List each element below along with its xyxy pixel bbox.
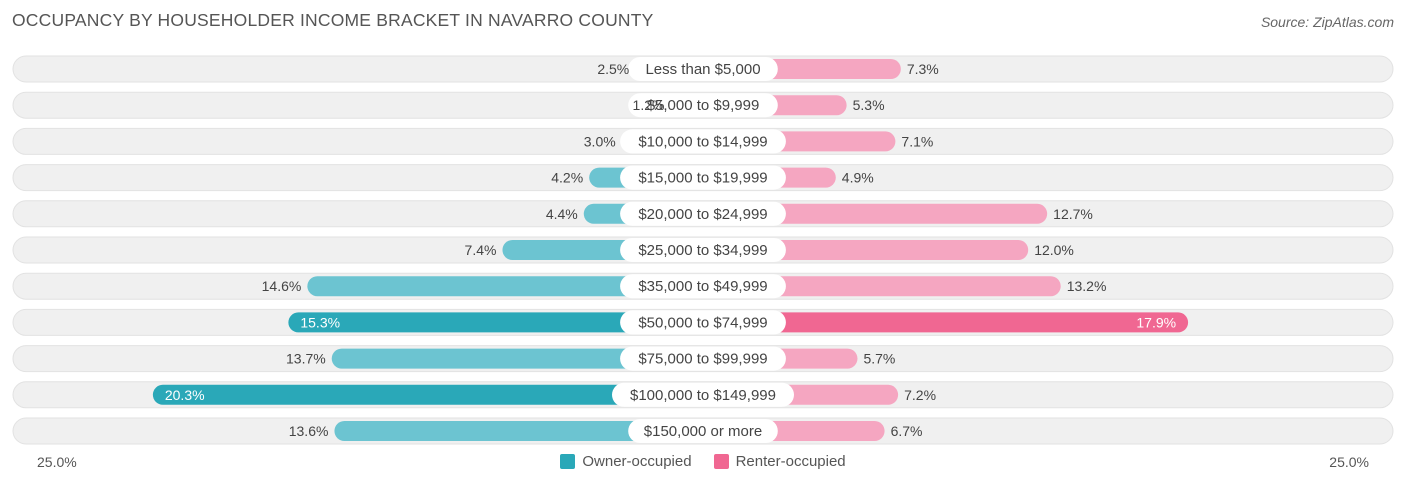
- category-label-pill: [620, 201, 786, 226]
- renter-bar: [693, 276, 1061, 297]
- renter-value-label: 12.7%: [1053, 206, 1093, 222]
- renter-value-label: 5.3%: [853, 97, 885, 113]
- legend: Owner-occupied Renter-occupied: [0, 453, 1406, 470]
- renter-value-label: 12.0%: [1034, 242, 1074, 258]
- category-label: $100,000 to $149,999: [630, 387, 776, 404]
- category-label-pill: [628, 419, 778, 443]
- renter-value-label: 6.7%: [891, 423, 923, 439]
- owner-value-label: 4.4%: [546, 206, 578, 222]
- category-label: $25,000 to $34,999: [638, 242, 767, 259]
- category-label-pill: [620, 274, 786, 299]
- category-label-pill: [612, 382, 794, 407]
- category-label-pill: [628, 57, 778, 81]
- owner-value-label: 7.4%: [465, 242, 497, 258]
- owner-value-label: 13.7%: [286, 351, 326, 367]
- owner-value-label: 13.6%: [289, 423, 329, 439]
- category-label: $35,000 to $49,999: [638, 278, 767, 295]
- renter-value-label: 7.2%: [904, 387, 936, 403]
- owner-value-label: 14.6%: [262, 278, 302, 294]
- renter-value-label: 4.9%: [842, 170, 874, 186]
- legend-owner-label: Owner-occupied: [582, 453, 692, 470]
- legend-owner: Owner-occupied: [560, 453, 692, 470]
- axis-right-label: 25.0%: [1329, 454, 1369, 470]
- owner-bar: [307, 276, 713, 297]
- category-label: $75,000 to $99,999: [638, 351, 767, 368]
- owner-bar: [331, 348, 713, 369]
- category-label-pill: [620, 238, 786, 262]
- renter-value-label: 17.9%: [1136, 314, 1176, 330]
- renter-value-label: 7.1%: [901, 133, 933, 149]
- owner-bar: [288, 312, 713, 333]
- category-label-pill: [620, 165, 786, 190]
- owner-value-label: 3.0%: [584, 133, 616, 149]
- category-label-pill: [620, 310, 786, 335]
- renter-value-label: 7.3%: [907, 61, 939, 77]
- chart-title: OCCUPANCY BY HOUSEHOLDER INCOME BRACKET …: [12, 10, 654, 30]
- renter-value-label: 5.7%: [863, 351, 895, 367]
- owner-value-label: 2.5%: [597, 61, 629, 77]
- owner-swatch: [560, 454, 576, 469]
- legend-renter: Renter-occupied: [713, 453, 846, 470]
- owner-bar: [334, 421, 713, 441]
- source-credit: Source: ZipAtlas.com: [1260, 14, 1394, 30]
- owner-value-label: 15.3%: [300, 314, 340, 330]
- category-label: Less than $5,000: [645, 61, 760, 78]
- axis-left-label: 25.0%: [37, 454, 77, 470]
- renter-swatch: [713, 454, 729, 469]
- category-label: $15,000 to $19,999: [638, 170, 767, 187]
- category-label: $150,000 or more: [644, 423, 762, 440]
- renter-bar: [693, 312, 1189, 333]
- category-label: $20,000 to $24,999: [638, 206, 767, 223]
- owner-bar: [152, 384, 713, 405]
- category-label-pill: [620, 129, 786, 154]
- owner-value-label: 1.2%: [633, 97, 665, 113]
- legend-renter-label: Renter-occupied: [735, 453, 846, 470]
- owner-value-label: 20.3%: [165, 387, 205, 403]
- category-label-pill: [620, 346, 786, 371]
- owner-value-label: 4.2%: [551, 170, 583, 186]
- category-label: $50,000 to $74,999: [638, 314, 767, 331]
- category-label-pill: [628, 93, 778, 118]
- category-label: $5,000 to $9,999: [647, 97, 760, 114]
- renter-value-label: 13.2%: [1067, 278, 1107, 294]
- category-label: $10,000 to $14,999: [638, 133, 767, 150]
